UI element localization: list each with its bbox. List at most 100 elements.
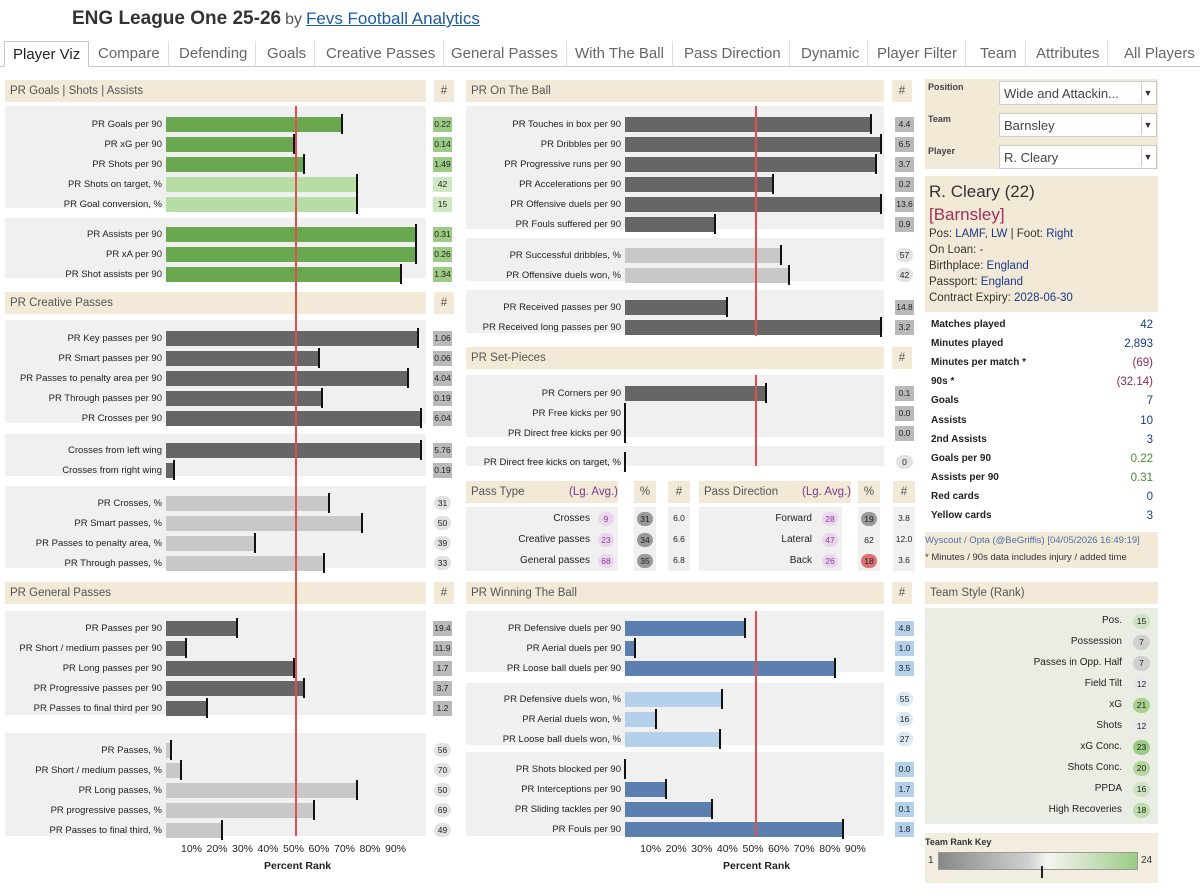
- tab-attributes[interactable]: Attributes: [1028, 41, 1109, 67]
- info-value: LAMF, LW: [955, 228, 1008, 240]
- metric-value: 55: [896, 692, 913, 706]
- metric-label: PR Direct free kicks per 90: [508, 428, 621, 439]
- stat-row: 2nd Assists 3: [931, 432, 1155, 448]
- rank-key-title: Team Rank Key: [925, 837, 992, 847]
- metric-bar: [625, 621, 746, 636]
- stat-value: 0: [1146, 490, 1153, 503]
- metric-label: PR Key passes per 90: [67, 333, 162, 344]
- metric-marker: [205, 698, 208, 718]
- axis-tick-label: 90%: [844, 843, 866, 855]
- team-style-rank: 21: [1133, 698, 1150, 713]
- stats-bg: [925, 313, 1158, 526]
- data-credit[interactable]: Wyscout / Opta (@BeGriffis) [04/05/2026 …: [925, 535, 1140, 546]
- filter-team-dropdown[interactable]: Barnsley: [999, 113, 1157, 137]
- tab-dynamic[interactable]: Dynamic: [793, 41, 869, 67]
- metric-bar: [625, 177, 774, 192]
- metric-value: 0.9: [895, 217, 914, 232]
- chevron-down-icon[interactable]: ▼: [1141, 115, 1154, 135]
- panel-pr-goals-shots-assists-title: PR Goals | Shots | Assists: [5, 80, 426, 102]
- author-link[interactable]: Fevs Football Analytics: [305, 9, 480, 28]
- metric-value: 6.04: [433, 411, 452, 426]
- metric-value: 69: [434, 803, 451, 817]
- tab-with-the-ball[interactable]: With The Ball: [567, 41, 673, 67]
- stat-value: 7: [1146, 395, 1153, 408]
- metric-label: PR Shots blocked per 90: [515, 764, 621, 775]
- pass-type-pct-value: 35: [637, 554, 653, 568]
- metric-marker: [236, 618, 239, 638]
- metric-value: 1.7: [895, 782, 914, 797]
- axis-tick-label: 60%: [768, 843, 790, 855]
- axis-tick-label: 90%: [384, 843, 406, 855]
- tab-compare[interactable]: Compare: [90, 41, 169, 67]
- filter-player-dropdown[interactable]: R. Cleary: [999, 145, 1157, 169]
- tab-goals[interactable]: Goals: [259, 41, 316, 67]
- pass-type-hash-header: #: [668, 481, 690, 503]
- axis-tick-label: 70%: [793, 843, 815, 855]
- stat-value: 42: [1140, 319, 1153, 331]
- metric-label: PR Long passes per 90: [62, 663, 162, 674]
- pass-type-bg: [466, 507, 618, 571]
- metric-value: 13.6: [895, 197, 914, 212]
- metric-value: 0.22: [433, 117, 452, 132]
- pass-direction-row-label: Forward: [775, 513, 812, 524]
- metric-value: 1.0: [895, 641, 914, 656]
- axis-tick-label: 20%: [206, 843, 228, 855]
- metric-marker: [356, 194, 359, 214]
- metric-value: 42: [896, 268, 913, 282]
- pass-direction-count-value: 3.8: [898, 513, 910, 523]
- tab-defending[interactable]: Defending: [171, 41, 257, 67]
- chevron-down-icon[interactable]: ▼: [1141, 83, 1154, 103]
- player-info-line: On Loan: -: [929, 244, 983, 256]
- stat-label: Assists per 90: [931, 471, 999, 483]
- tab-creative-passes[interactable]: Creative Passes: [318, 41, 445, 67]
- metric-label: PR Aerial duels won, %: [522, 714, 621, 725]
- metric-marker: [356, 174, 359, 194]
- stat-row: Yellow cards 3: [931, 508, 1155, 524]
- info-value: England: [980, 276, 1023, 288]
- metric-label: PR Goals per 90: [91, 119, 162, 130]
- metric-value: 3.7: [433, 681, 452, 696]
- player-info-line: Birthplace: England: [929, 260, 1029, 272]
- metric-bar: [166, 803, 314, 818]
- metric-label: Crosses from right wing: [62, 465, 162, 476]
- pass-direction-pct-value: 19: [861, 512, 877, 526]
- metric-value: 0.06: [433, 351, 452, 366]
- metric-label: PR Direct free kicks on target, %: [483, 457, 621, 468]
- pass-direction-row-label: Lateral: [781, 534, 812, 545]
- info-label: Birthplace:: [929, 260, 987, 272]
- tab-pass-direction[interactable]: Pass Direction: [676, 41, 790, 67]
- metric-value: 14.8: [895, 300, 914, 315]
- chevron-down-icon[interactable]: ▼: [1141, 147, 1154, 167]
- tab-all-players[interactable]: All Players: [1116, 41, 1200, 67]
- rank-key-marker: [1041, 866, 1043, 878]
- metric-marker: [713, 214, 716, 234]
- metric-value: 0.19: [433, 463, 452, 478]
- stat-label: Assists: [931, 414, 967, 426]
- tab-team[interactable]: Team: [972, 41, 1026, 67]
- metric-label: PR Aerial duels per 90: [526, 643, 621, 654]
- tab-player-viz[interactable]: Player Viz: [4, 41, 90, 67]
- metric-bar: [166, 743, 172, 758]
- tab-general-passes[interactable]: General Passes: [443, 41, 567, 67]
- rank-key-max: 24: [1141, 855, 1153, 866]
- stat-row: Matches played 42: [931, 317, 1155, 333]
- metric-label: PR Shot assists per 90: [65, 269, 162, 280]
- metric-bar: [166, 621, 238, 636]
- filter-team-label: Team: [928, 114, 951, 124]
- filter-position-dropdown[interactable]: Wide and Attackin...: [999, 81, 1157, 105]
- panel-pr-set-pieces-title: PR Set-Pieces: [466, 347, 884, 369]
- metric-value: 0.19: [433, 391, 452, 406]
- metric-marker: [302, 678, 305, 698]
- axis-tick-label: 50%: [742, 843, 764, 855]
- metric-marker: [764, 383, 767, 403]
- metric-value: 3.5: [895, 661, 914, 676]
- metric-label: PR Dribbles per 90: [540, 139, 621, 150]
- metric-value: 0.0: [895, 426, 914, 441]
- pass-type-cnt-bg: [668, 507, 690, 571]
- metric-label: PR Loose ball duels per 90: [506, 663, 621, 674]
- metric-value: 0.2: [895, 177, 914, 192]
- median-line: [755, 611, 757, 836]
- tab-player-filter[interactable]: Player Filter: [869, 41, 967, 67]
- metric-value: 4.04: [433, 371, 452, 386]
- stat-value: 2,893: [1124, 338, 1153, 351]
